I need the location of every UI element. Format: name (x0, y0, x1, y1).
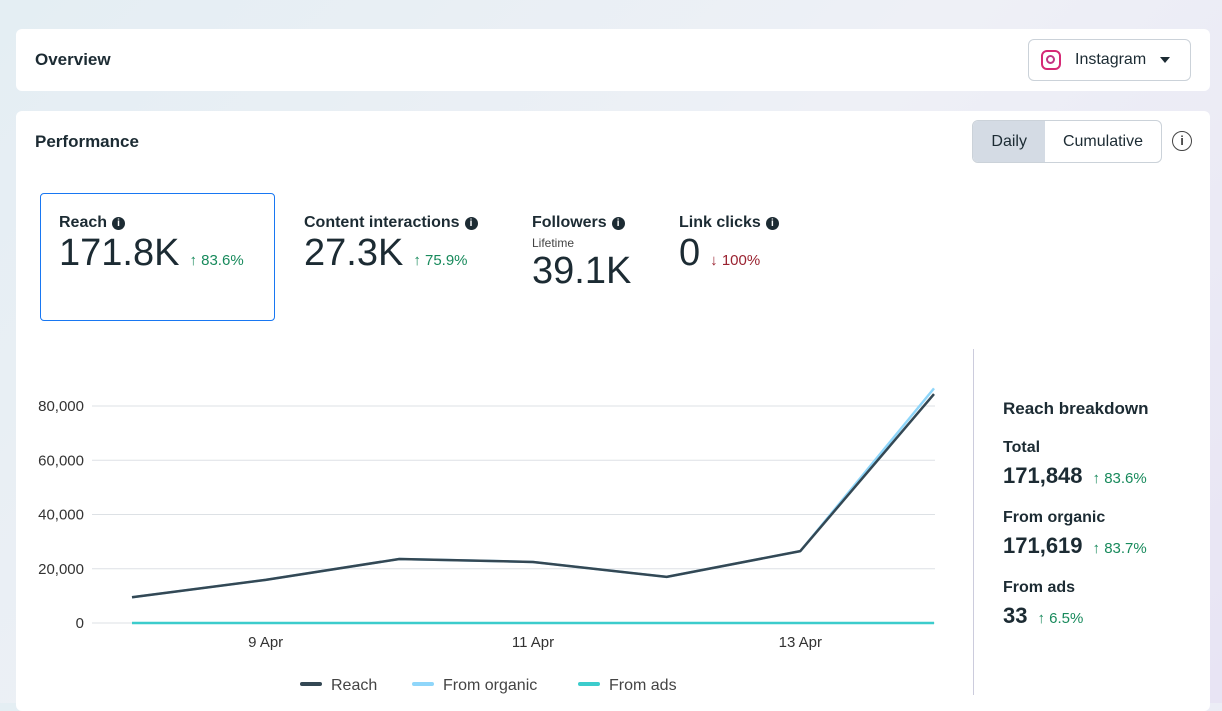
x-tick-label: 11 Apr (512, 634, 554, 651)
overview-title: Overview (35, 50, 111, 69)
x-tick-label: 13 Apr (779, 634, 822, 651)
performance-card: Performance Daily Cumulative i Reach i 17… (16, 111, 1210, 711)
metric-delta: ↑ 83.6% (189, 252, 244, 269)
platform-label: Instagram (1075, 51, 1147, 68)
info-icon[interactable]: i (1172, 131, 1192, 151)
legend-label: From ads (609, 677, 677, 694)
caret-down-icon (1160, 57, 1171, 63)
breakdown-delta: ↑ 83.6% (1092, 470, 1147, 487)
metric-value: 171.8K (59, 232, 180, 274)
info-icon[interactable]: i (112, 216, 126, 230)
platform-dropdown[interactable]: Instagram (1028, 39, 1191, 81)
breakdown-item: From ads 33 ↑ 6.5% (1003, 579, 1149, 629)
series-line-from-organic (131, 387, 935, 599)
y-tick-label: 40,000 (38, 507, 84, 524)
metric-value: 39.1K (532, 250, 632, 292)
metric-value: 27.3K (304, 232, 404, 274)
breakdown-value: 171,848 (1003, 463, 1083, 488)
breakdown-delta: ↑ 83.7% (1092, 540, 1147, 557)
metric-label: Followers (532, 214, 607, 231)
info-icon[interactable]: i (464, 216, 478, 230)
metric-followers[interactable]: Followers i Lifetime 39.1K (532, 193, 631, 321)
info-icon[interactable]: i (611, 216, 625, 230)
breakdown-title: Reach breakdown (1003, 399, 1149, 418)
y-tick-label: 20,000 (38, 561, 84, 578)
y-tick-label: 60,000 (38, 452, 84, 469)
metric-content-interactions[interactable]: Content interactions i 27.3K ↑ 75.9% (304, 193, 478, 321)
info-icon[interactable]: i (765, 216, 779, 230)
breakdown-item: From organic 171,619 ↑ 83.7% (1003, 509, 1149, 559)
reach-breakdown: Reach breakdown Total 171,848 ↑ 83.6% From … (973, 349, 1149, 695)
metric-sub: Lifetime (532, 236, 575, 250)
breakdown-value: 33 (1003, 603, 1028, 628)
metric-delta: ↓ 100% (710, 252, 761, 269)
breakdown-item: Total 171,848 ↑ 83.6% (1003, 439, 1149, 489)
instagram-icon (1041, 50, 1061, 70)
breakdown-delta: ↑ 6.5% (1037, 610, 1084, 627)
daily-button[interactable]: Daily (973, 121, 1045, 162)
y-tick-label: 0 (76, 615, 84, 632)
metric-label: Reach (59, 214, 108, 231)
metric-label: Content interactions (304, 214, 460, 231)
performance-title: Performance (35, 132, 139, 151)
metric-reach[interactable]: Reach i 171.8K ↑ 83.6% (40, 193, 275, 321)
breakdown-label: Total (1003, 439, 1041, 456)
view-toggle: Daily Cumulative (972, 120, 1162, 163)
metric-delta: ↑ 75.9% (413, 252, 468, 269)
series-line-reach (131, 393, 935, 599)
overview-card: Overview Instagram (16, 29, 1210, 91)
legend-label: From organic (443, 677, 537, 694)
breakdown-label: From organic (1003, 509, 1106, 526)
metric-label: Link clicks (679, 214, 761, 231)
reach-chart: 0 20,000 40,000 60,000 80,000 9 Apr 11 Apr 13 A… (38, 387, 935, 694)
breakdown-label: From ads (1003, 579, 1076, 596)
legend-label: Reach (331, 677, 377, 694)
y-tick-label: 80,000 (38, 398, 84, 415)
cumulative-button[interactable]: Cumulative (1062, 132, 1143, 150)
metric-link-clicks[interactable]: Link clicks i 0 ↓ 100% (679, 193, 779, 321)
breakdown-value: 171,619 (1003, 533, 1083, 558)
x-tick-label: 9 Apr (248, 634, 283, 651)
metric-value: 0 (679, 232, 701, 274)
